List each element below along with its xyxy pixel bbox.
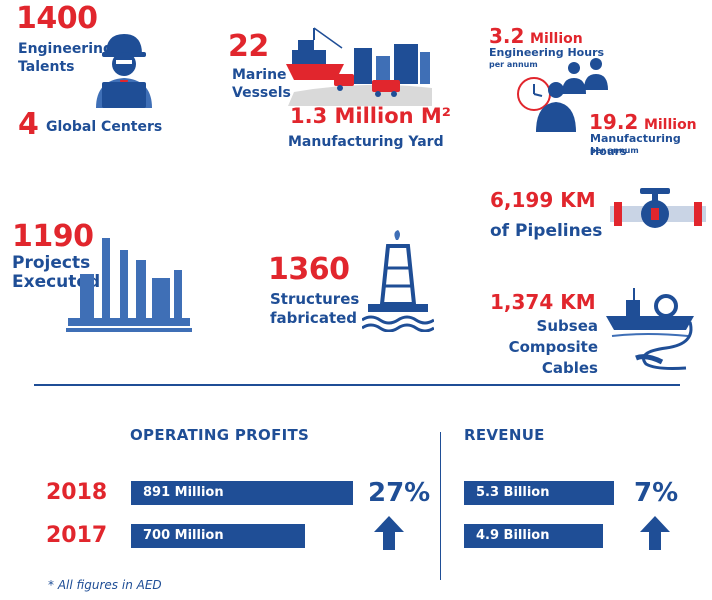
manufacturing-hours-value: 19.2 Million [589,110,697,134]
structures-fabricated-value: 1360 [268,252,350,287]
manufacturing-hours-label: Manufacturing Hours [590,132,681,158]
engineering-talents-label: Engineering Talents [18,41,113,75]
global-centers-label: Global Centers [46,119,163,135]
workers-with-clock-icon [517,58,608,132]
global-centers-value: 4 [18,107,39,142]
operating-profits-growth: 27% [368,478,431,508]
cable-ship-icon [606,288,694,370]
engineering-hours-label: Engineering Hours [489,46,605,59]
revenue-bar-2018: 5.3 Billion [464,481,614,505]
marine-vessels-value: 22 [228,29,269,64]
pipeline-valve-icon [610,188,706,228]
manufacturing-hours-sub: per annum [590,146,639,155]
engineering-hours-sub: per annum [489,60,538,69]
growth-arrow-up-icon [374,516,404,550]
manufacturing-yard-value: 1.3 Million M² [290,104,451,128]
year-2017-label: 2017 [46,523,108,548]
operating-profits-title: OPERATING PROFITS [130,426,310,444]
growth-arrow-up-icon [640,516,670,550]
structures-fabricated-label: Structures fabricated [270,290,360,327]
operating-profit-bar-2017: 700 Million [131,524,306,548]
marine-vessels-label: Marine Vessels [232,67,291,101]
engineer-with-laptop-icon [96,34,152,108]
pipelines-label: of Pipelines [490,221,603,241]
oil-rig-icon [362,230,434,332]
footnote: * All figures in AED [48,578,162,592]
engineering-hours-value: 3.2 Million [489,24,583,48]
refinery-icon [66,238,192,332]
column-divider [440,432,441,580]
manufacturing-yard-label: Manufacturing Yard [288,134,444,150]
revenue-growth: 7% [634,478,679,508]
projects-executed-label: Projects Executed [12,253,101,292]
pipelines-value: 6,199 KM [490,188,596,212]
operating-profit-bar-2018: 891 Million [131,481,353,505]
year-2018-label: 2018 [46,480,108,505]
revenue-title: REVENUE [464,426,545,444]
subsea-cables-label: Subsea Composite Cables [508,317,598,377]
section-divider [34,384,680,386]
revenue-bar-2017: 4.9 Billion [464,524,603,548]
projects-executed-value: 1190 [12,219,94,254]
engineering-talents-value: 1400 [16,1,98,36]
subsea-cables-value: 1,374 KM [490,290,596,314]
vessels-and-yard-icon [286,27,432,106]
